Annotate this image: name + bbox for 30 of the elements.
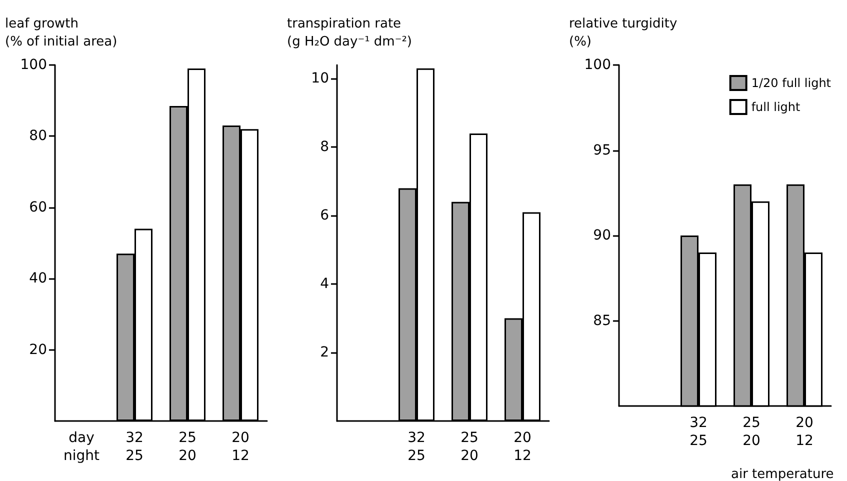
y-tick-label: 100 [584, 57, 611, 73]
x-tick-label: 25 20 [460, 430, 478, 464]
x-tick-label: 32 25 [690, 415, 708, 449]
y-tick-label: 85 [593, 312, 611, 329]
y-tick-label: 95 [593, 142, 611, 158]
x-tick-label: 20 12 [514, 430, 532, 464]
y-tick-label: 40 [29, 270, 47, 287]
x-tick-label: 32 25 [126, 430, 144, 464]
y-axis-title: transpiration rate (g H₂O day⁻¹ dm⁻²) [287, 16, 412, 50]
x-tick-label: day night [63, 430, 100, 464]
x-tick-label: 32 25 [408, 430, 426, 464]
y-tick-label: 20 [29, 342, 47, 358]
y-tick-label: 80 [29, 128, 47, 144]
y-axis-title: leaf growth (% of initial area) [5, 16, 118, 50]
legend-label: full light [751, 100, 801, 114]
x-tick-label: 20 12 [796, 415, 814, 449]
x-tick-label: 25 20 [742, 415, 760, 449]
x-tick-label: 20 12 [232, 430, 250, 464]
y-tick-label: 10 [311, 70, 329, 87]
legend-label: 1/20 full light [751, 76, 832, 90]
x-axis-title: air temperature [731, 467, 834, 481]
y-tick-label: 100 [20, 57, 47, 73]
y-tick-label: 60 [29, 199, 47, 216]
y-tick-label: 4 [320, 276, 330, 292]
y-tick-label: 2 [320, 344, 329, 361]
y-tick-label: 90 [593, 228, 611, 244]
y-tick-label: 6 [320, 208, 330, 224]
x-tick-label: 25 20 [178, 430, 196, 464]
y-axis-title: relative turgidity (%) [569, 16, 678, 50]
y-tick-label: 8 [320, 139, 329, 156]
